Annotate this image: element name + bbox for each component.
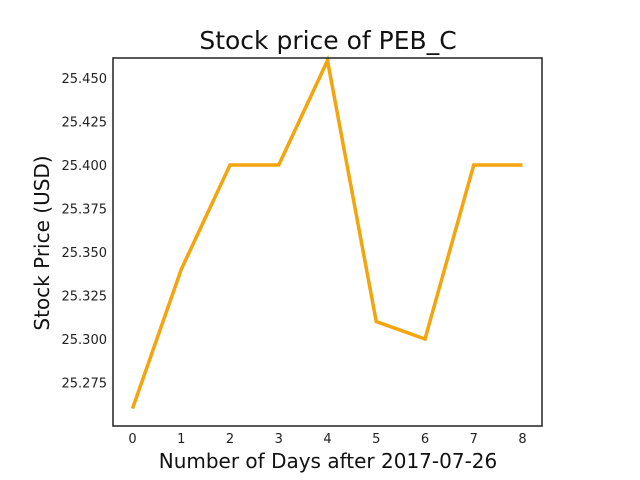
y-axis-label-group: Stock Price (USD) bbox=[30, 155, 54, 330]
y-tick-label: 25.275 bbox=[62, 377, 108, 392]
x-tick-label: 0 bbox=[128, 432, 136, 447]
y-tick-label: 25.375 bbox=[62, 203, 108, 218]
y-tick-label: 25.350 bbox=[62, 246, 108, 261]
x-tick-label: 4 bbox=[323, 432, 331, 447]
x-tick-label: 3 bbox=[275, 432, 283, 447]
chart-title: Stock price of PEB_C bbox=[199, 26, 456, 55]
series-line bbox=[130, 54, 523, 410]
x-tick-label: 8 bbox=[518, 432, 526, 447]
x-tick-label: 2 bbox=[226, 432, 234, 447]
y-tick-label: 25.300 bbox=[62, 333, 108, 348]
x-tick-label: 1 bbox=[177, 432, 185, 447]
y-tick-label: 25.450 bbox=[62, 72, 108, 87]
x-tick-label: 7 bbox=[470, 432, 478, 447]
series-group bbox=[130, 54, 523, 410]
x-axis-label: Number of Days after 2017-07-26 bbox=[159, 449, 498, 473]
plot-area-frame bbox=[112, 57, 543, 427]
y-axis-label: Stock Price (USD) bbox=[30, 155, 54, 330]
x-tick-label: 6 bbox=[421, 432, 429, 447]
y-ticks: 25.275 25.300 25.325 25.350 25.375 25.400 25.4… bbox=[62, 72, 108, 391]
y-tick-label: 25.325 bbox=[62, 290, 108, 305]
y-tick-label: 25.425 bbox=[62, 116, 108, 131]
x-ticks: 0 1 2 3 4 5 6 7 8 bbox=[128, 432, 526, 447]
x-tick-label: 5 bbox=[372, 432, 380, 447]
y-tick-label: 25.400 bbox=[62, 159, 108, 174]
